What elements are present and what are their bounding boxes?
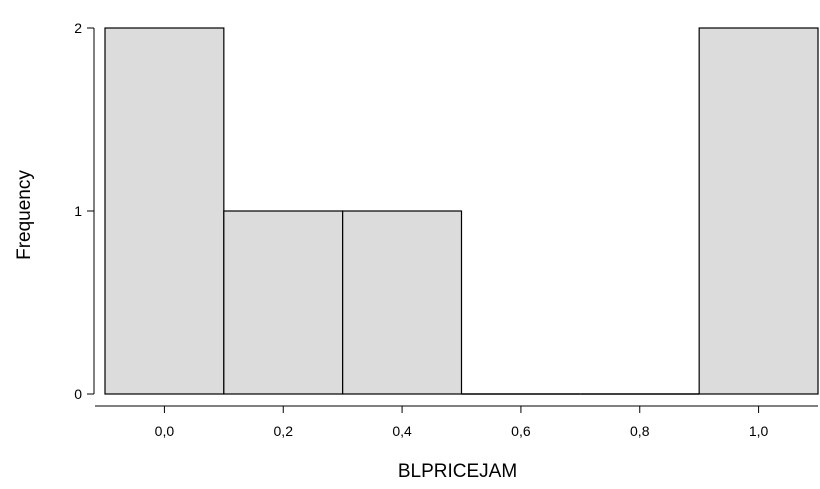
x-axis: 0,0 0,2 0,4 0,6 0,8 1,0: [95, 405, 818, 439]
x-tick-label: 0,4: [392, 423, 412, 439]
y-tick-label: 1: [74, 203, 82, 219]
x-tick-label: 0,6: [511, 423, 531, 439]
histogram-bar: [698, 27, 819, 395]
histogram-bar: [223, 210, 344, 395]
x-tick-label: 0,2: [274, 423, 294, 439]
y-tick-label: 0: [74, 386, 82, 402]
bars-group: [104, 27, 819, 395]
histogram-bar: [104, 27, 225, 395]
y-axis: 0 1 2: [74, 20, 95, 402]
x-axis-title: BLPRICEJAM: [398, 461, 517, 482]
x-tick-label: 1,0: [749, 423, 769, 439]
y-tick-label: 2: [74, 20, 82, 36]
y-axis-title: Frequency: [14, 170, 35, 260]
x-tick-label: 0,8: [630, 423, 650, 439]
x-tick-label: 0,0: [155, 423, 175, 439]
histogram-bar: [342, 210, 463, 395]
